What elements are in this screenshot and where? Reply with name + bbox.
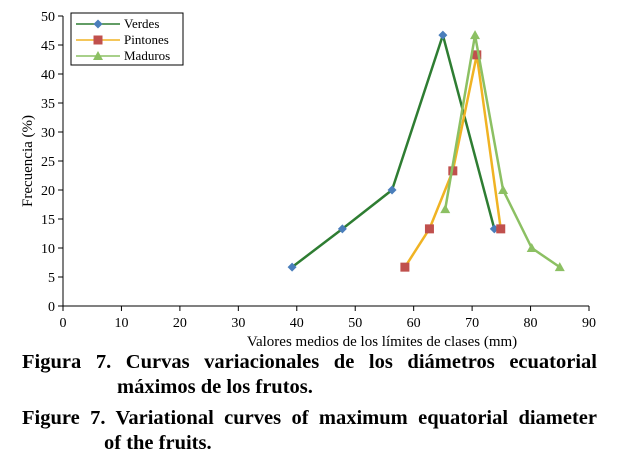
x-tick-label: 40 [290, 316, 304, 331]
x-tick-label: 70 [465, 316, 479, 331]
series-maduros [440, 30, 565, 272]
y-tick-label: 5 [48, 271, 55, 286]
data-point [526, 243, 537, 252]
y-tick-label: 35 [41, 97, 55, 112]
data-point [472, 50, 482, 60]
y-axis-title: Frecuencia (%) [20, 115, 36, 207]
data-point [554, 262, 565, 272]
data-point [440, 204, 451, 214]
y-tick-label: 0 [48, 300, 55, 315]
data-point [498, 185, 509, 194]
data-point [287, 262, 297, 272]
data-point [387, 185, 397, 195]
caption-spanish: Figura 7. Curvas variacionales de los di… [0, 350, 617, 400]
caption-en-line2: of the fruits. [104, 432, 212, 454]
x-tick-label: 50 [348, 316, 362, 331]
legend-marker [93, 51, 103, 60]
legend-label: Verdes [124, 16, 159, 31]
caption-english: Figure 7. Variational curves of maximum … [0, 406, 617, 456]
x-axis: 0 10 20 30 40 50 60 70 80 90 [60, 305, 596, 331]
y-tick-label: 25 [41, 155, 55, 170]
y-tick-label: 10 [41, 242, 55, 257]
series-line [291, 33, 496, 269]
legend-marker [93, 19, 103, 29]
x-tick-label: 30 [231, 316, 245, 331]
caption-es-line1: Figura 7. Curvas variacionales de los di… [22, 351, 597, 373]
series-verdes [287, 30, 499, 272]
data-point [470, 30, 481, 40]
legend-label: Pintones [124, 32, 169, 47]
series-layer [287, 30, 565, 272]
y-tick-label: 45 [41, 39, 55, 54]
y-tick-label: 20 [41, 184, 55, 199]
data-point [424, 224, 434, 234]
legend-marker [93, 35, 103, 45]
x-tick-label: 20 [173, 316, 187, 331]
y-tick-label: 50 [41, 10, 55, 25]
x-tick-label: 0 [60, 316, 67, 331]
data-point [438, 30, 448, 40]
x-tick-label: 10 [114, 316, 128, 331]
x-tick-label: 60 [407, 316, 421, 331]
x-axis-title: Valores medios de los límites de clases … [247, 334, 517, 350]
y-tick-label: 40 [41, 68, 55, 83]
caption-es-line2: máximos de los frutos. [117, 376, 313, 398]
y-tick-label: 30 [41, 126, 55, 141]
legend-label: Maduros [124, 48, 170, 63]
chart: 0 5 10 15 20 25 30 35 40 45 50 0 10 20 30 40 50 60 70 80 90… [20, 10, 596, 350]
caption-en-line1: Figure 7. Variational curves of maximum … [22, 407, 597, 429]
legend-box [70, 12, 184, 66]
x-tick-label: 80 [524, 316, 538, 331]
y-axis: 0 5 10 15 20 25 30 35 40 45 50 [41, 10, 64, 315]
x-tick-label: 90 [582, 316, 596, 331]
data-point [337, 224, 347, 234]
data-point [496, 224, 506, 234]
data-point [400, 262, 410, 272]
y-tick-label: 15 [41, 213, 55, 228]
